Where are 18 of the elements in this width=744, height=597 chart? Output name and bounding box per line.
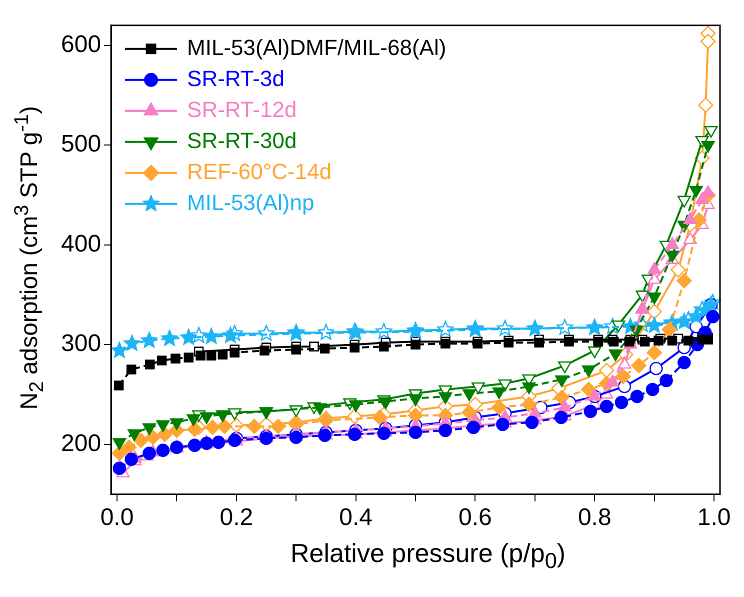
y-tick-label: 200 [60, 430, 102, 457]
legend-label: SR-RT-12d [187, 96, 297, 122]
legend-label: MIL-53(Al)DMF/MIL-68(Al) [187, 34, 446, 60]
legend-label: SR-RT-30d [187, 128, 297, 153]
y-tick-label: 500 [60, 130, 102, 158]
legend-label: MIL-53(Al)np [187, 190, 314, 215]
legend-label: REF-60°C-14d [187, 158, 332, 184]
x-tick-label: 0.2 [220, 504, 254, 532]
x-tick-label: 1.0 [697, 504, 731, 532]
x-tick-label: 0.6 [458, 504, 492, 532]
y-tick-label: 600 [60, 30, 102, 58]
x-tick-label: 0.0 [100, 504, 134, 532]
y-tick-label: 400 [60, 230, 102, 258]
x-tick-label: 0.4 [339, 504, 373, 532]
legend-label: SR-RT-3d [187, 66, 284, 91]
x-axis-title: Relative pressure (p/p$_{0}$) [289, 538, 567, 574]
y-tick-label: 300 [60, 330, 102, 358]
x-tick-label: 0.8 [578, 504, 612, 532]
